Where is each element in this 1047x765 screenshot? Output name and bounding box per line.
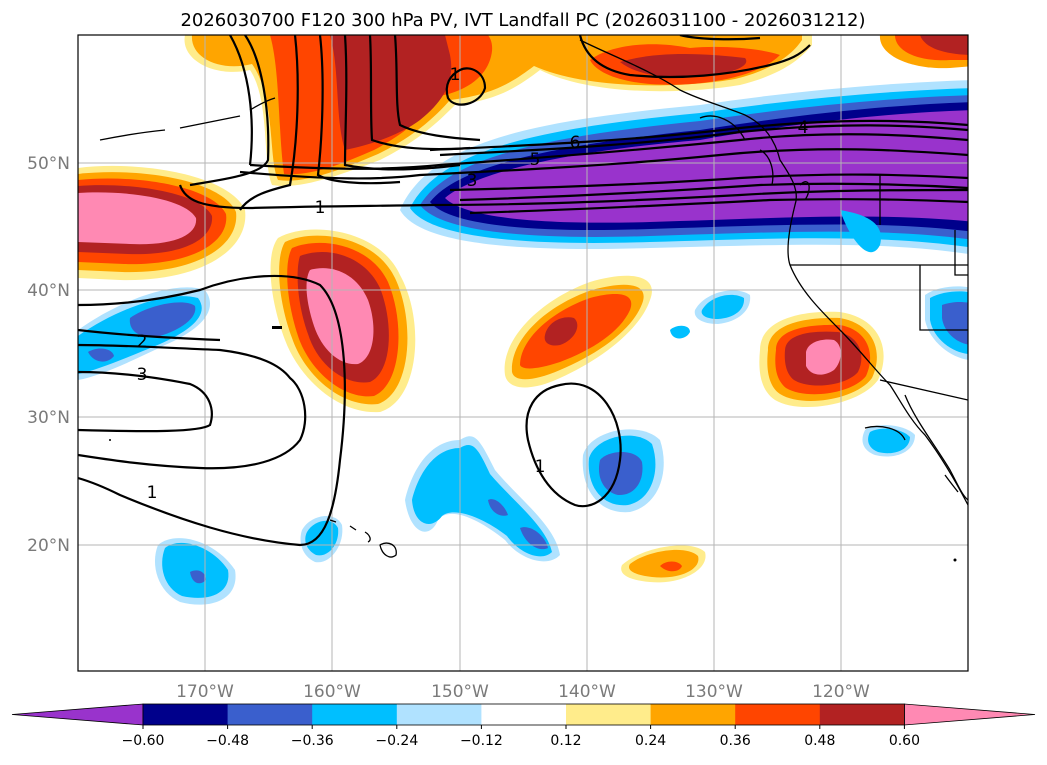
colorbar-tick-label: 0.12 <box>550 733 581 749</box>
colorbar-swatch <box>566 704 652 725</box>
map-frame <box>77 34 969 672</box>
colorbar-tick-label: 0.60 <box>889 733 920 749</box>
contour-label-group: 1 1 1 1 2 3 3 4 5 6 <box>137 65 809 503</box>
colorbar-tick-label: 0.36 <box>720 733 751 749</box>
positive-pv-140w <box>504 275 652 388</box>
lon-label: 160°W <box>303 682 361 702</box>
colorbar-extend-high <box>904 703 1036 726</box>
colorbar-tick-label: 0.24 <box>635 733 666 749</box>
contour-label: 1 <box>450 65 461 85</box>
lon-axis-labels: 170°W 160°W 150°W 140°W 130°W 120°W <box>176 682 870 702</box>
lat-label: 40°N <box>27 281 70 301</box>
contour-label: 3 <box>467 171 478 191</box>
lon-label: 120°W <box>812 682 870 702</box>
colorbar-tick-label: −0.36 <box>291 733 334 749</box>
colorbar-tick-label: 0.48 <box>804 733 835 749</box>
colorbar-swatch <box>227 704 313 725</box>
colorbar-swatch <box>481 704 567 725</box>
colorbar-extend-low <box>11 703 144 726</box>
colorbar-tick-label: −0.48 <box>206 733 249 749</box>
lat-axis-labels: 50°N 40°N 30°N 20°N <box>27 154 70 556</box>
positive-pv-central <box>270 229 416 413</box>
ivt-contours <box>78 35 968 547</box>
lon-label: 150°W <box>431 682 489 702</box>
colorbar-tick-label: −0.24 <box>375 733 418 749</box>
colorbar-swatch <box>143 704 229 725</box>
contour-label: 1 <box>147 483 158 503</box>
colorbar-tick-label: −0.60 <box>122 733 165 749</box>
graticule <box>78 35 968 671</box>
island-dots <box>109 326 957 562</box>
negative-pv-blobs <box>78 286 968 605</box>
contour-label: 2 <box>137 332 148 352</box>
lon-label: 140°W <box>558 682 616 702</box>
positive-pv-california <box>759 311 884 408</box>
lon-label: 170°W <box>176 682 234 702</box>
colorbar-swatch <box>650 704 736 725</box>
positive-pv-west <box>78 165 246 281</box>
lat-label: 20°N <box>27 536 70 556</box>
lat-label: 50°N <box>27 154 70 174</box>
colorbar-swatch <box>819 704 905 725</box>
colorbar-swatch <box>735 704 821 725</box>
positive-pv-south <box>621 545 706 583</box>
colorbar: −0.60 −0.48 −0.36 −0.24 −0.12 0.12 0.24 0.36 0.4… <box>11 703 1036 749</box>
lat-label: 30°N <box>27 408 70 428</box>
map-area: 1 1 1 1 2 3 3 4 5 6 <box>78 35 968 671</box>
contour-label: 4 <box>798 118 809 138</box>
colorbar-outline <box>142 703 905 726</box>
contour-label: 1 <box>535 457 546 477</box>
figure-title: 2026030700 F120 300 hPa PV, IVT Landfall… <box>180 10 865 31</box>
contour-label: 3 <box>137 365 148 385</box>
contour-label: 1 <box>315 198 326 218</box>
colorbar-swatch <box>396 704 482 725</box>
contour-label: 6 <box>570 133 581 153</box>
colorbar-swatch <box>312 704 398 725</box>
colorbar-tick-label: −0.12 <box>460 733 503 749</box>
contour-label: 5 <box>530 150 541 170</box>
lon-label: 130°W <box>685 682 743 702</box>
